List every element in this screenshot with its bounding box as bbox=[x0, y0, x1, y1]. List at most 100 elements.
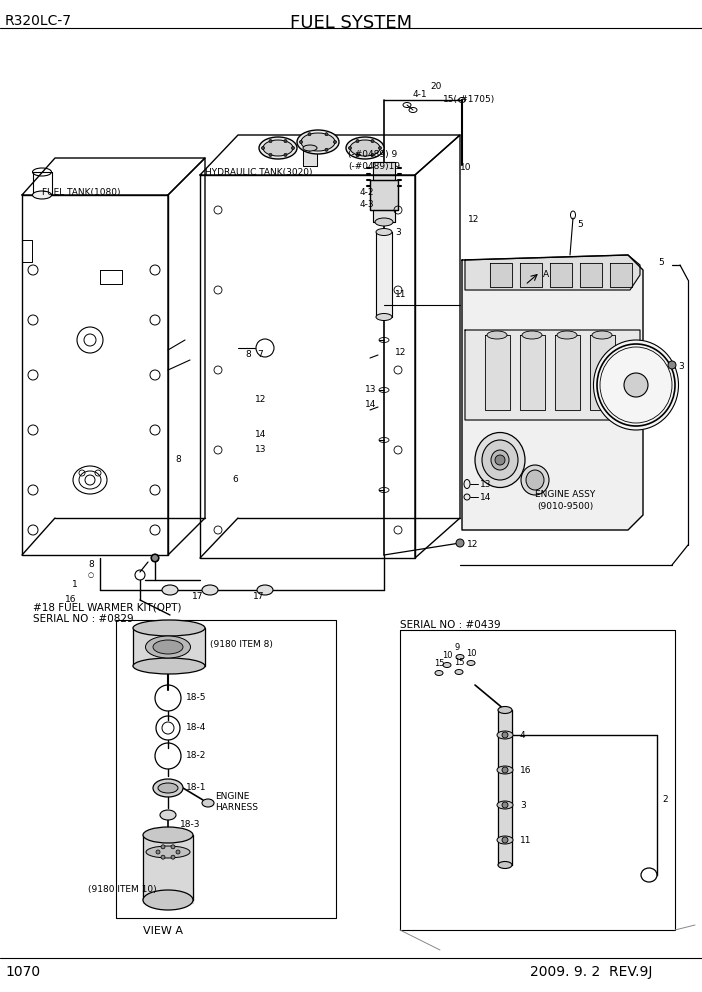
Ellipse shape bbox=[521, 465, 549, 495]
Text: 12: 12 bbox=[467, 540, 478, 549]
Ellipse shape bbox=[592, 331, 612, 339]
Circle shape bbox=[308, 148, 311, 152]
Circle shape bbox=[668, 361, 676, 369]
Circle shape bbox=[151, 554, 159, 562]
Text: 15: 15 bbox=[454, 658, 465, 667]
Ellipse shape bbox=[350, 140, 380, 156]
Text: 3: 3 bbox=[520, 801, 526, 810]
Circle shape bbox=[356, 154, 359, 157]
Circle shape bbox=[325, 133, 328, 136]
Ellipse shape bbox=[32, 191, 51, 199]
Circle shape bbox=[356, 140, 359, 143]
Text: 2: 2 bbox=[662, 795, 668, 804]
Ellipse shape bbox=[487, 331, 507, 339]
Ellipse shape bbox=[158, 783, 178, 793]
Text: 4-1: 4-1 bbox=[413, 90, 428, 99]
Circle shape bbox=[502, 732, 508, 738]
Polygon shape bbox=[143, 835, 193, 900]
Text: 4: 4 bbox=[520, 731, 526, 740]
Circle shape bbox=[371, 140, 374, 143]
Ellipse shape bbox=[202, 585, 218, 595]
Ellipse shape bbox=[522, 331, 542, 339]
Text: 2009. 9. 2  REV.9J: 2009. 9. 2 REV.9J bbox=[530, 965, 652, 979]
Text: 15(-#1705): 15(-#1705) bbox=[443, 95, 495, 104]
Ellipse shape bbox=[346, 137, 384, 159]
Ellipse shape bbox=[443, 663, 451, 668]
Ellipse shape bbox=[467, 661, 475, 666]
Circle shape bbox=[269, 140, 272, 143]
Polygon shape bbox=[520, 335, 545, 410]
Circle shape bbox=[348, 147, 352, 150]
Ellipse shape bbox=[153, 640, 183, 654]
Ellipse shape bbox=[153, 779, 183, 797]
Text: ○: ○ bbox=[88, 572, 94, 578]
Text: 16: 16 bbox=[65, 595, 77, 604]
Polygon shape bbox=[590, 335, 615, 410]
Text: 18-4: 18-4 bbox=[186, 723, 206, 732]
Text: 10: 10 bbox=[442, 651, 453, 660]
Circle shape bbox=[378, 147, 381, 150]
Text: 14: 14 bbox=[365, 400, 376, 409]
Circle shape bbox=[308, 133, 311, 136]
Polygon shape bbox=[485, 335, 510, 410]
Polygon shape bbox=[143, 888, 193, 903]
Ellipse shape bbox=[497, 836, 513, 844]
Text: 10: 10 bbox=[460, 163, 472, 172]
Text: 18-3: 18-3 bbox=[180, 820, 201, 829]
Circle shape bbox=[502, 802, 508, 808]
Text: SERIAL NO : #0439: SERIAL NO : #0439 bbox=[400, 620, 501, 630]
Text: ENGINE ASSY: ENGINE ASSY bbox=[535, 490, 595, 499]
Ellipse shape bbox=[303, 145, 317, 151]
Ellipse shape bbox=[143, 890, 193, 910]
Ellipse shape bbox=[376, 313, 392, 320]
Ellipse shape bbox=[143, 827, 193, 843]
Text: 7: 7 bbox=[257, 350, 263, 359]
Ellipse shape bbox=[146, 846, 190, 858]
Circle shape bbox=[161, 855, 165, 859]
Text: 8: 8 bbox=[175, 455, 180, 464]
Text: 14: 14 bbox=[480, 493, 491, 502]
Circle shape bbox=[502, 767, 508, 773]
Text: 6: 6 bbox=[232, 475, 238, 484]
Text: 5: 5 bbox=[577, 220, 583, 229]
Text: SERIAL NO : #0829: SERIAL NO : #0829 bbox=[33, 614, 133, 624]
Ellipse shape bbox=[497, 731, 513, 739]
Ellipse shape bbox=[455, 670, 463, 675]
Text: #18 FUEL WARMER KIT(OPT): #18 FUEL WARMER KIT(OPT) bbox=[33, 602, 182, 612]
Ellipse shape bbox=[482, 440, 518, 480]
Circle shape bbox=[161, 845, 165, 849]
Polygon shape bbox=[465, 330, 640, 420]
Polygon shape bbox=[465, 255, 640, 290]
Text: (9010-9500): (9010-9500) bbox=[537, 502, 593, 511]
Ellipse shape bbox=[145, 636, 190, 658]
Text: (-#0489)19: (-#0489)19 bbox=[348, 162, 400, 171]
Text: 9: 9 bbox=[455, 643, 461, 652]
Circle shape bbox=[624, 373, 648, 397]
Text: 3: 3 bbox=[678, 362, 684, 371]
Polygon shape bbox=[370, 180, 398, 210]
Text: 12: 12 bbox=[468, 215, 479, 224]
Text: 12: 12 bbox=[395, 348, 406, 357]
Text: A: A bbox=[543, 270, 549, 279]
Text: 18-1: 18-1 bbox=[186, 783, 206, 792]
Ellipse shape bbox=[263, 140, 293, 156]
Circle shape bbox=[171, 845, 175, 849]
Polygon shape bbox=[373, 210, 395, 222]
Circle shape bbox=[502, 837, 508, 843]
Text: (9180 ITEM 8): (9180 ITEM 8) bbox=[210, 640, 273, 649]
Polygon shape bbox=[520, 263, 542, 287]
Circle shape bbox=[333, 141, 336, 144]
Ellipse shape bbox=[375, 218, 393, 226]
Text: 17: 17 bbox=[192, 592, 204, 601]
Polygon shape bbox=[498, 710, 512, 865]
Text: 18-5: 18-5 bbox=[186, 693, 206, 702]
Circle shape bbox=[284, 140, 287, 143]
Circle shape bbox=[269, 154, 272, 157]
Text: (-#0489) 9: (-#0489) 9 bbox=[348, 150, 397, 159]
Text: 8: 8 bbox=[245, 350, 251, 359]
Text: 11: 11 bbox=[395, 290, 406, 299]
Text: 14: 14 bbox=[255, 430, 266, 439]
Ellipse shape bbox=[526, 470, 544, 490]
Text: ENGINE: ENGINE bbox=[215, 792, 249, 801]
Text: 15: 15 bbox=[434, 659, 444, 668]
